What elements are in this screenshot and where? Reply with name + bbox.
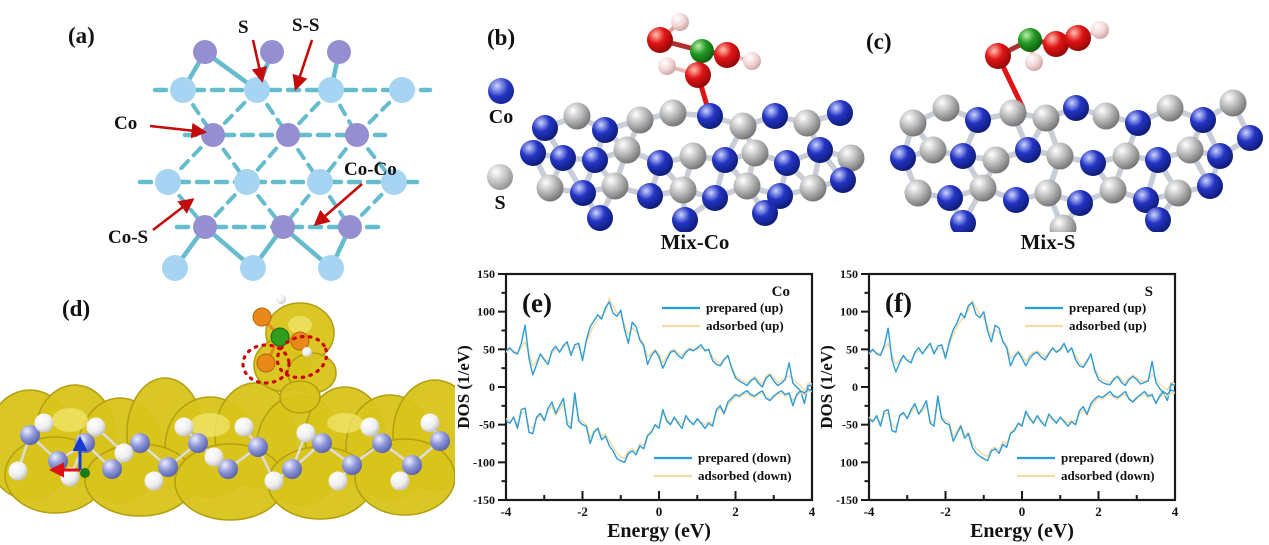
svg-text:-150: -150 <box>473 493 495 507</box>
label-s: S <box>238 17 249 38</box>
label-co: Co <box>114 113 138 134</box>
svg-text:-2: -2 <box>940 504 951 519</box>
svg-text:Co: Co <box>772 284 790 300</box>
svg-text:100: 100 <box>477 305 495 319</box>
structure-mix-s-svg <box>890 21 1263 232</box>
panel-a-letter: (a) <box>68 23 95 48</box>
svg-text:DOS (1/eV): DOS (1/eV) <box>456 345 473 429</box>
svg-text:50: 50 <box>483 342 495 356</box>
svg-text:0: 0 <box>656 504 663 519</box>
caption-mix-s: Mix-S <box>1020 230 1076 254</box>
svg-text:100: 100 <box>840 305 858 319</box>
lattice-diagram-svg <box>137 39 433 281</box>
svg-text:2: 2 <box>1095 504 1102 519</box>
svg-text:Energy (eV): Energy (eV) <box>607 520 711 542</box>
svg-text:prepared (up): prepared (up) <box>706 300 783 315</box>
co-legend-label: Co <box>488 106 514 128</box>
s-legend-label: S <box>494 192 506 214</box>
panel-a: (a) S S-S Co Co-Co Co-S <box>10 8 450 288</box>
caption-mix-co: Mix-Co <box>660 230 730 254</box>
charge-density-svg <box>0 294 455 521</box>
svg-text:150: 150 <box>477 267 495 281</box>
svg-text:-4: -4 <box>864 504 875 519</box>
panel-c: (c) Mix-S <box>858 8 1268 260</box>
svg-text:S: S <box>1145 284 1153 300</box>
s-atom-swatch <box>487 164 513 190</box>
svg-text:150: 150 <box>840 267 858 281</box>
svg-text:prepared (down): prepared (down) <box>698 450 791 465</box>
svg-text:-4: -4 <box>501 504 512 519</box>
svg-text:(e): (e) <box>522 288 552 318</box>
label-co-s: Co-S <box>108 227 149 248</box>
svg-text:0: 0 <box>1019 504 1026 519</box>
svg-text:0: 0 <box>852 380 858 394</box>
svg-text:0: 0 <box>489 380 495 394</box>
svg-text:-2: -2 <box>577 504 588 519</box>
label-s-s: S-S <box>292 15 320 36</box>
co-atom-swatch <box>488 78 514 104</box>
svg-text:prepared (down): prepared (down) <box>1061 450 1154 465</box>
svg-text:DOS (1/eV): DOS (1/eV) <box>819 345 836 429</box>
svg-text:(f): (f) <box>885 288 912 318</box>
svg-text:-50: -50 <box>842 418 858 432</box>
svg-text:adsorbed (down): adsorbed (down) <box>698 468 792 483</box>
svg-text:4: 4 <box>809 504 816 519</box>
svg-text:prepared (up): prepared (up) <box>1069 300 1146 315</box>
panel-c-letter: (c) <box>866 29 892 54</box>
label-co-co: Co-Co <box>344 159 397 180</box>
svg-text:50: 50 <box>846 342 858 356</box>
svg-text:Energy (eV): Energy (eV) <box>970 520 1074 542</box>
legend-item-s: S <box>472 164 528 213</box>
structure-mix-co-svg <box>520 13 865 232</box>
panel-b: (b) Co S Mix-Co <box>455 8 865 260</box>
svg-text:adsorbed (up): adsorbed (up) <box>706 318 784 333</box>
svg-text:-150: -150 <box>836 493 858 507</box>
panel-d: (d) <box>0 285 455 543</box>
svg-text:adsorbed (down): adsorbed (down) <box>1061 468 1155 483</box>
svg-text:2: 2 <box>732 504 739 519</box>
svg-text:adsorbed (up): adsorbed (up) <box>1069 318 1147 333</box>
panel-d-letter: (d) <box>62 296 91 321</box>
panel-e: -4 -2 0 2 4 150 100 50 0 -50 -100 -150 (e) Co prepared… <box>456 256 856 545</box>
svg-text:4: 4 <box>1172 504 1179 519</box>
panel-b-letter: (b) <box>487 25 516 50</box>
legend-item-co: Co <box>473 78 529 127</box>
svg-text:-50: -50 <box>479 418 495 432</box>
svg-text:-100: -100 <box>473 455 495 469</box>
svg-text:100: 100 <box>840 455 858 469</box>
